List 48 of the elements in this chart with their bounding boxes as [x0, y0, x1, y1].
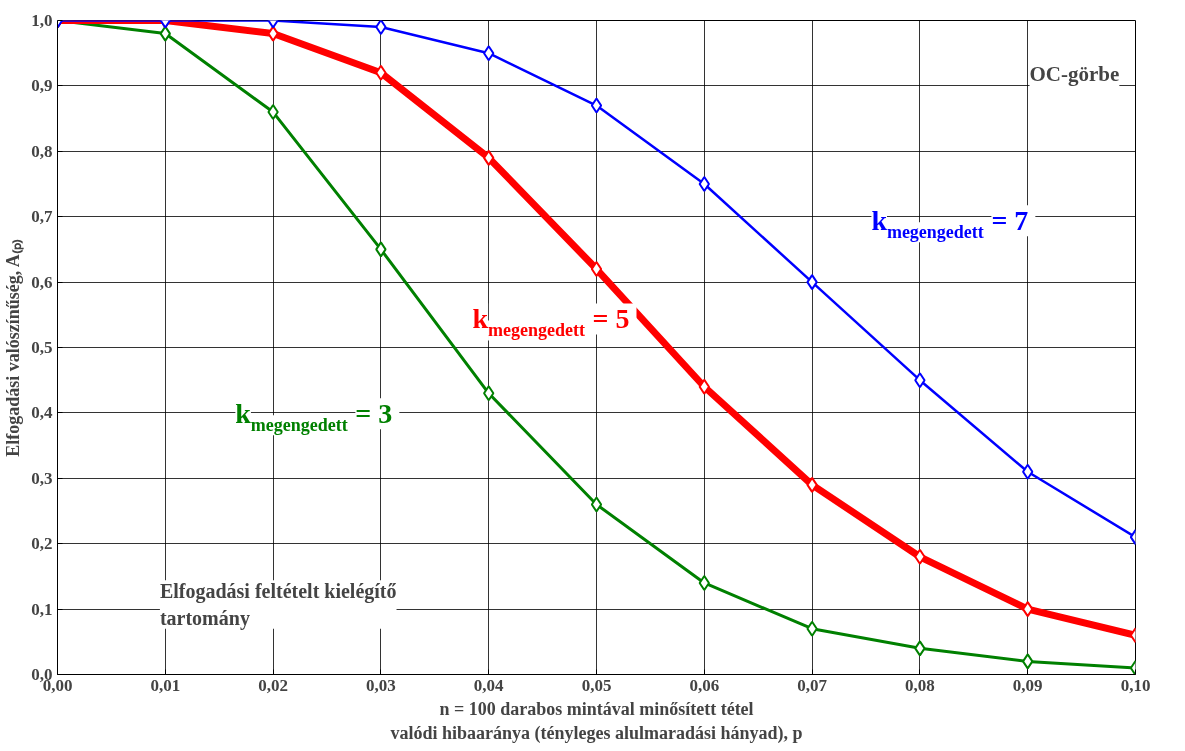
point	[375, 241, 387, 258]
point	[1022, 653, 1034, 670]
point	[590, 261, 603, 278]
point	[483, 149, 495, 166]
point	[375, 64, 387, 81]
point	[483, 45, 495, 62]
point	[590, 496, 603, 513]
point	[590, 97, 603, 114]
point	[698, 176, 710, 192]
x-tick-label: 0,01	[150, 675, 181, 695]
point	[914, 548, 926, 565]
y-axis-title: Elfogadási valószínűség, A₍ₚ₎	[3, 239, 25, 457]
y-tick-label: 0,6	[31, 272, 53, 292]
point	[806, 620, 818, 637]
x-tick-label: 0,06	[689, 675, 720, 695]
point	[375, 20, 387, 36]
x-tick-label: 0,08	[905, 675, 935, 695]
y-tick-label: 1,0	[31, 11, 53, 30]
point	[698, 574, 710, 591]
y-tick-label: 0,7	[31, 207, 53, 227]
point	[1022, 463, 1034, 480]
y-tick-label: 0,2	[31, 534, 53, 554]
point	[267, 25, 279, 42]
point	[806, 476, 818, 493]
point	[483, 385, 495, 402]
point	[914, 372, 926, 389]
x-tick-label: 0,04	[473, 675, 505, 695]
x-tick-label: 0,09	[1012, 675, 1043, 695]
point	[806, 274, 818, 291]
annotation: Elfogadási feltételt kielégítő tartomány	[159, 580, 397, 630]
x-tick-label: 0,02	[258, 675, 288, 695]
x-tick-label: 0,05	[581, 675, 612, 695]
point	[914, 640, 926, 657]
y-tick-label: 0,3	[31, 468, 53, 488]
y-tick-label: 0,1	[31, 599, 53, 619]
point	[267, 104, 279, 121]
x-tick-label: 0,03	[366, 675, 396, 695]
y-tick-label: 0,8	[31, 141, 53, 161]
x-axis-title: n = 100 darabos mintával minősített tétel valódi hibaaránya (tényleges alulmaradási hányad), p	[390, 698, 803, 744]
point	[159, 25, 171, 42]
y-tick-label: 0,4	[31, 403, 53, 423]
annotation: OC-görbe	[1029, 61, 1120, 86]
y-tick-label: 0,9	[31, 76, 53, 96]
x-tick-label: 0,10	[1120, 675, 1151, 695]
point	[698, 378, 710, 395]
x-tick-label: 0,07	[797, 675, 828, 695]
point	[1022, 601, 1034, 618]
y-tick-label: 0,5	[31, 338, 53, 357]
